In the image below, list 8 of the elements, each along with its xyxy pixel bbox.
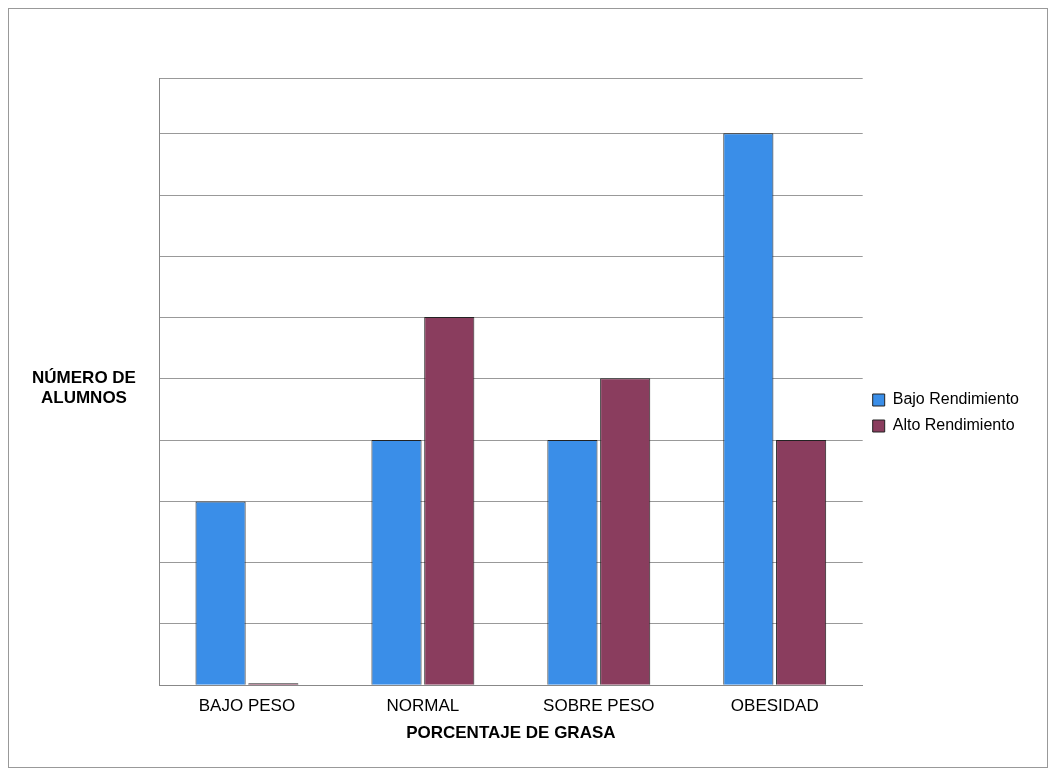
legend-label: Alto Rendimiento <box>892 416 1015 434</box>
x-tick-label: NORMAL <box>386 696 460 716</box>
x-tick-label: OBESIDAD <box>730 696 819 716</box>
x-tick-label: BAJO PESO <box>198 696 296 716</box>
x-tick-label: SOBRE PESO <box>543 696 655 716</box>
x-axis-title: PORCENTAJE DE GRASA <box>406 723 616 743</box>
legend-label: Bajo Rendimiento <box>892 390 1020 408</box>
y-axis-title: NÚMERO DE ALUMNOS <box>31 368 137 408</box>
